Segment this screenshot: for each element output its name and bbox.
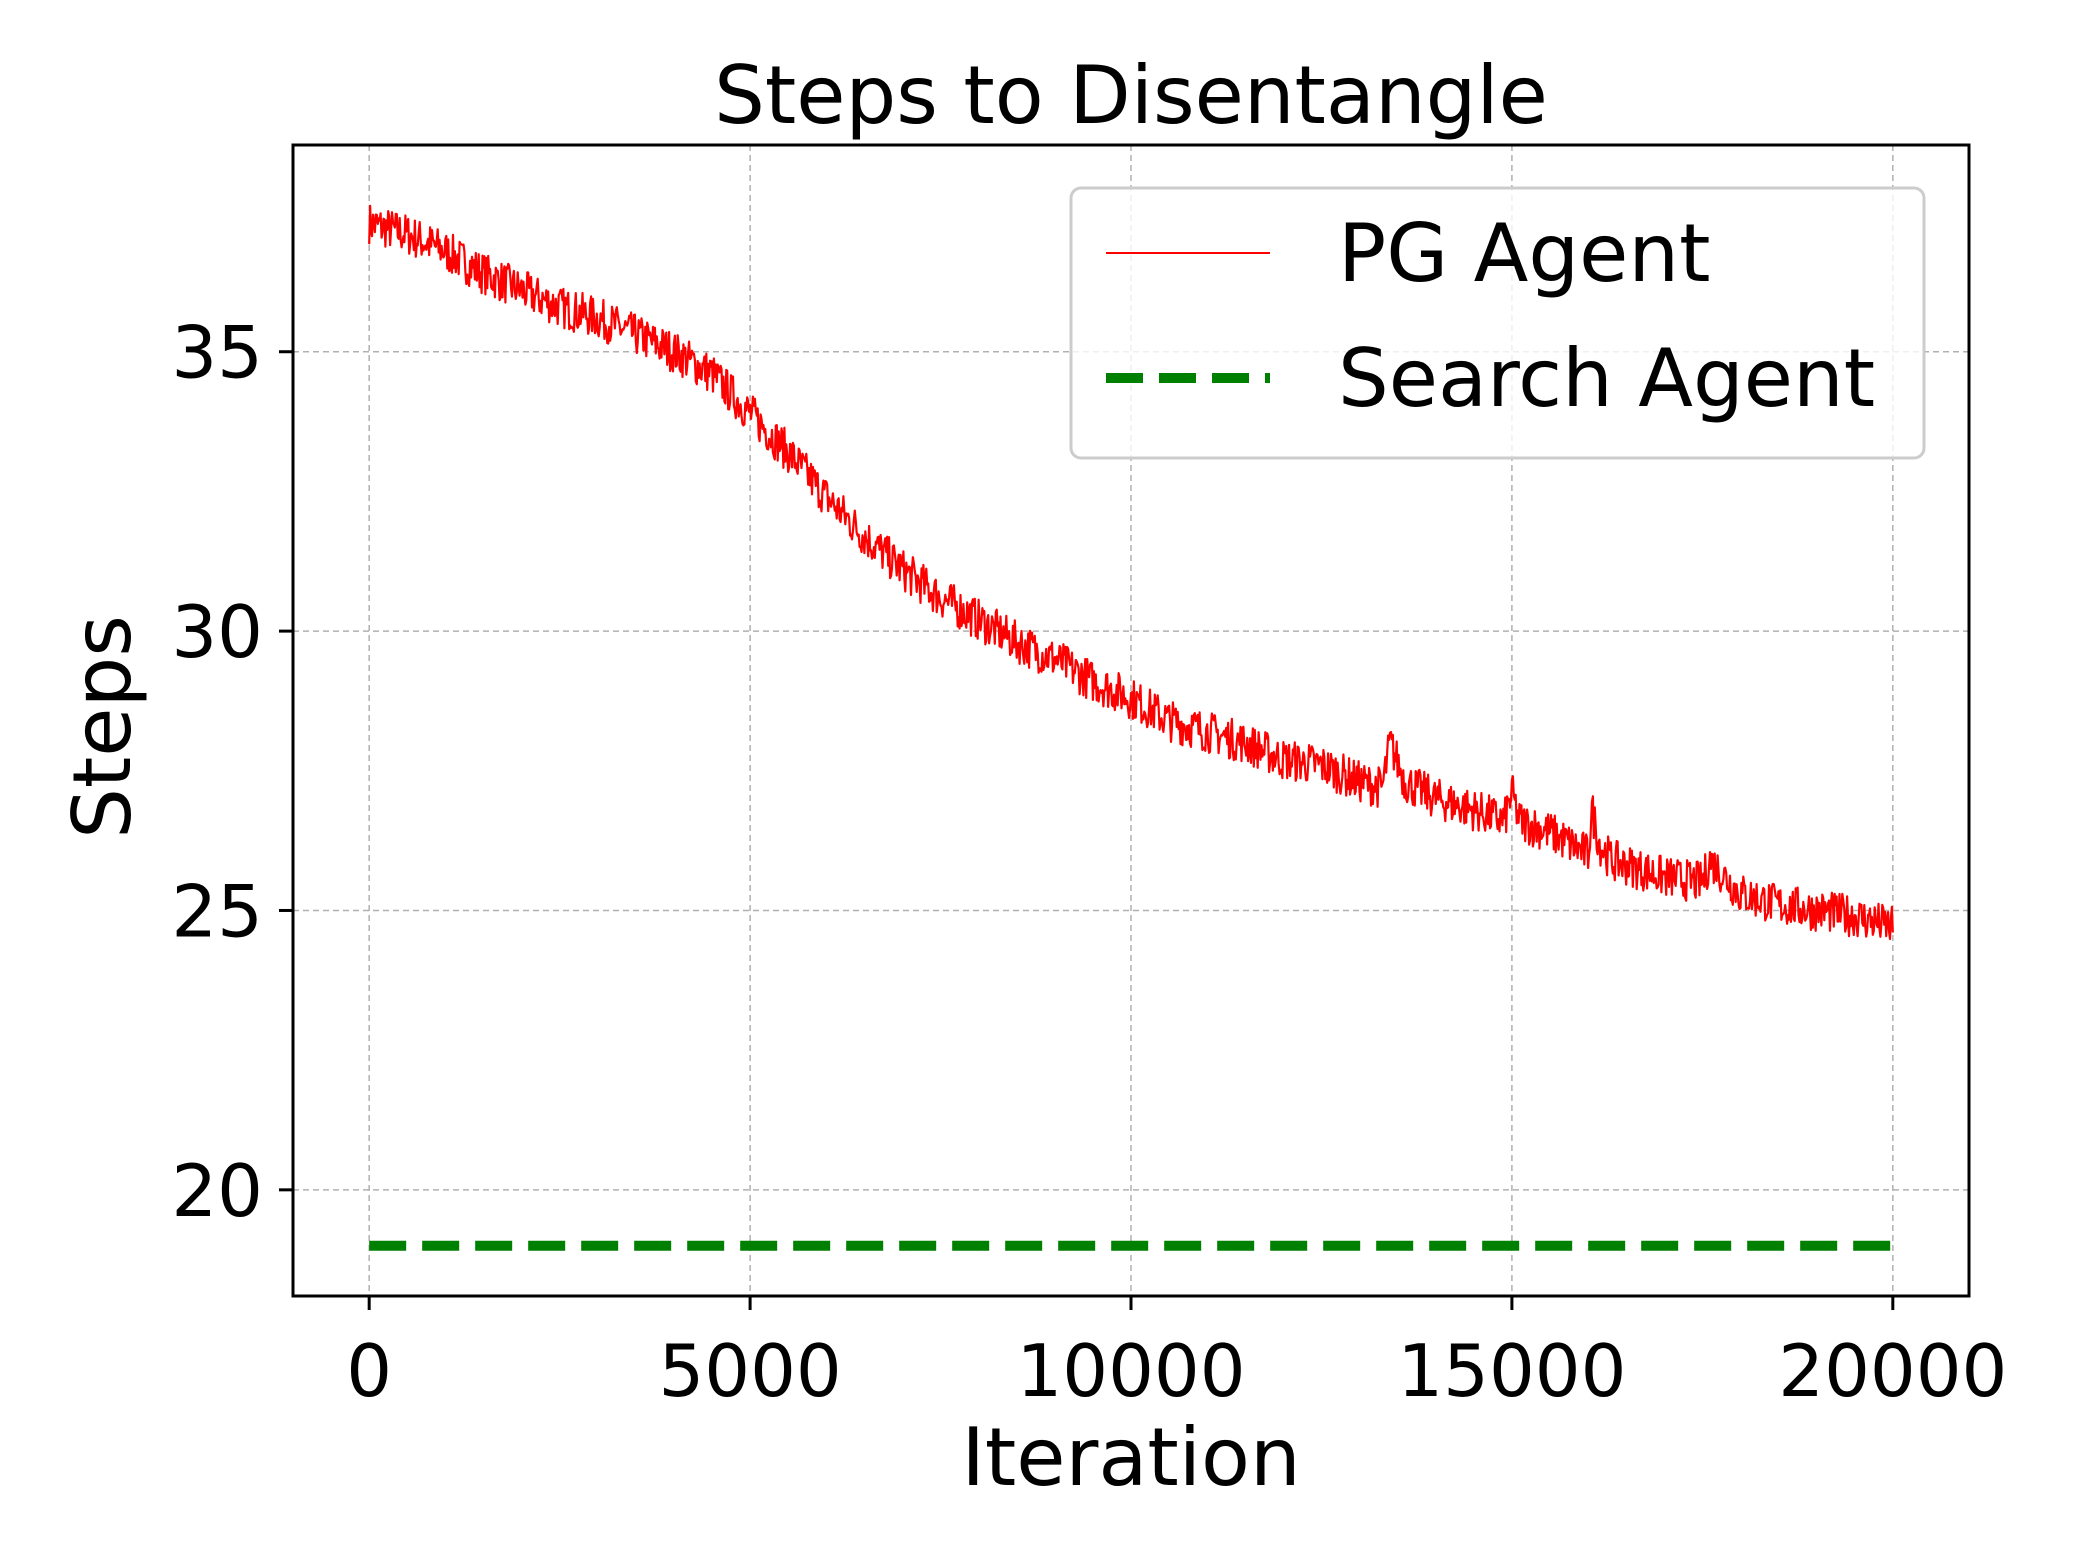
- chart-title: Steps to Disentangle: [714, 49, 1548, 142]
- y-tick-label: 25: [171, 869, 263, 953]
- y-tick-label: 35: [171, 311, 263, 395]
- x-tick-label: 10000: [1016, 1329, 1245, 1413]
- x-tick-label: 0: [346, 1329, 392, 1413]
- x-tick-label: 20000: [1778, 1329, 2007, 1413]
- y-tick-label: 20: [171, 1149, 263, 1233]
- legend-label-pg-agent: PG Agent: [1338, 207, 1710, 300]
- y-axis-label: Steps: [56, 615, 149, 839]
- legend-label-search-agent: Search Agent: [1338, 332, 1875, 425]
- x-axis-label: Iteration: [961, 1411, 1300, 1504]
- legend-box: [1069, 186, 1926, 460]
- x-tick-label: 5000: [658, 1329, 841, 1413]
- legend: PG Agent Search Agent: [1069, 186, 1926, 460]
- ticks: 0 5000 10000 15000 20000 20 25 30 35: [171, 311, 2007, 1413]
- x-tick-label: 15000: [1397, 1329, 1626, 1413]
- pg-agent-line: [368, 204, 1894, 941]
- series-layer: [368, 204, 1894, 1251]
- y-tick-label: 30: [171, 590, 263, 674]
